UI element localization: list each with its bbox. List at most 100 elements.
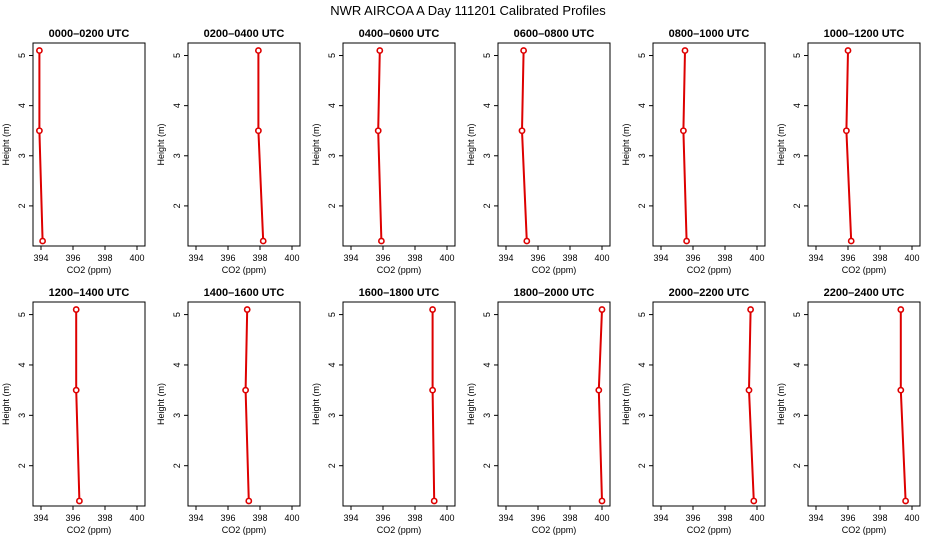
panel-title: 1800–2000 UTC bbox=[514, 287, 595, 299]
x-tick-label: 400 bbox=[904, 513, 919, 523]
x-tick-label: 394 bbox=[653, 253, 668, 263]
y-axis-label: Height (m) bbox=[776, 123, 786, 165]
y-tick-label: 4 bbox=[792, 103, 802, 108]
y-tick-label: 2 bbox=[637, 463, 647, 468]
y-tick-label: 3 bbox=[482, 413, 492, 418]
x-tick-label: 400 bbox=[284, 513, 299, 523]
data-point bbox=[745, 386, 753, 394]
x-tick-label: 396 bbox=[840, 513, 855, 523]
data-point bbox=[376, 47, 384, 54]
data-point bbox=[847, 237, 855, 245]
data-point bbox=[72, 306, 80, 313]
data-point bbox=[595, 386, 603, 394]
x-tick-label: 398 bbox=[872, 513, 887, 523]
panel-11: 2200–2400 UTC 394 396 398 400 2 3 4 5 CO2 (ppm) He… bbox=[776, 287, 921, 535]
data-point bbox=[259, 237, 267, 245]
y-axis-label: Height (m) bbox=[156, 383, 166, 425]
x-tick-label: 400 bbox=[439, 513, 454, 523]
x-tick-label: 400 bbox=[284, 253, 299, 263]
x-tick-label: 396 bbox=[530, 253, 545, 263]
profile-line bbox=[682, 50, 688, 242]
x-tick-label: 400 bbox=[129, 513, 144, 523]
profile-line bbox=[377, 50, 383, 242]
y-tick-label: 5 bbox=[327, 53, 337, 58]
x-tick-label: 398 bbox=[717, 513, 732, 523]
y-tick-label: 3 bbox=[172, 413, 182, 418]
panel-1: 0200–0400 UTC 394 396 398 400 2 3 4 5 CO2 (ppm) He… bbox=[156, 28, 301, 275]
panel-8: 1600–1800 UTC 394 396 398 400 2 3 4 5 CO2 (ppm) He… bbox=[311, 287, 456, 535]
x-axis-label: CO2 (ppm) bbox=[687, 265, 732, 275]
y-tick-label: 2 bbox=[327, 463, 337, 468]
y-tick-label: 3 bbox=[172, 153, 182, 158]
data-point bbox=[36, 127, 43, 135]
profile-line bbox=[431, 309, 436, 502]
y-tick-label: 3 bbox=[482, 153, 492, 158]
x-tick-label: 396 bbox=[685, 253, 700, 263]
data-point bbox=[76, 497, 83, 505]
x-tick-label: 394 bbox=[33, 253, 48, 263]
x-tick-label: 394 bbox=[33, 513, 48, 523]
data-point bbox=[683, 237, 690, 245]
x-tick-label: 396 bbox=[220, 253, 235, 263]
data-point bbox=[245, 497, 253, 505]
y-tick-label: 2 bbox=[327, 203, 337, 208]
x-tick-label: 396 bbox=[65, 513, 80, 523]
y-axis-label: Height (m) bbox=[466, 383, 476, 425]
data-point bbox=[750, 497, 758, 505]
plot-frame bbox=[32, 301, 146, 507]
profile-line bbox=[38, 50, 44, 242]
panel-title: 1600–1800 UTC bbox=[359, 287, 440, 299]
x-tick-label: 400 bbox=[749, 253, 764, 263]
plot-frame bbox=[497, 42, 611, 247]
y-axis-label: Height (m) bbox=[1, 383, 11, 425]
x-tick-label: 398 bbox=[717, 253, 732, 263]
data-point bbox=[902, 497, 909, 505]
data-point bbox=[72, 386, 80, 394]
y-axis-label: Height (m) bbox=[311, 123, 321, 165]
panel-6: 1200–1400 UTC 394 396 398 400 2 3 4 5 CO2 (ppm) He… bbox=[1, 287, 146, 535]
data-point bbox=[598, 497, 606, 505]
plot-frame bbox=[652, 301, 766, 507]
data-point bbox=[254, 127, 262, 135]
x-tick-label: 398 bbox=[252, 513, 267, 523]
y-tick-label: 5 bbox=[327, 312, 337, 317]
y-tick-label: 4 bbox=[637, 103, 647, 108]
data-point bbox=[680, 127, 687, 135]
x-tick-label: 396 bbox=[685, 513, 700, 523]
data-point bbox=[897, 306, 905, 313]
panel-title: 0400–0600 UTC bbox=[359, 28, 440, 40]
data-point bbox=[429, 386, 436, 394]
x-axis-label: CO2 (ppm) bbox=[67, 525, 112, 535]
y-tick-label: 3 bbox=[637, 153, 647, 158]
y-tick-label: 3 bbox=[792, 153, 802, 158]
plot-frame bbox=[807, 42, 921, 247]
x-tick-label: 396 bbox=[530, 513, 545, 523]
data-point bbox=[374, 127, 382, 135]
y-tick-label: 5 bbox=[17, 312, 27, 317]
x-tick-label: 398 bbox=[872, 253, 887, 263]
y-tick-label: 3 bbox=[637, 413, 647, 418]
y-axis-label: Height (m) bbox=[621, 123, 631, 165]
y-tick-label: 2 bbox=[482, 203, 492, 208]
y-tick-label: 3 bbox=[17, 413, 27, 418]
panel-0: 0000–0200 UTC 394 396 398 400 2 3 4 5 CO2 (ppm) He… bbox=[1, 28, 146, 275]
x-tick-label: 400 bbox=[129, 253, 144, 263]
x-tick-label: 394 bbox=[653, 513, 668, 523]
y-tick-label: 5 bbox=[482, 312, 492, 317]
panel-3: 0600–0800 UTC 394 396 398 400 2 3 4 5 CO2 (ppm) He… bbox=[466, 28, 611, 275]
data-point bbox=[747, 306, 754, 313]
y-tick-label: 5 bbox=[172, 312, 182, 317]
x-tick-label: 398 bbox=[562, 513, 577, 523]
profile-line bbox=[899, 309, 907, 502]
data-point bbox=[844, 47, 852, 54]
x-tick-label: 394 bbox=[498, 253, 513, 263]
x-tick-label: 394 bbox=[498, 513, 513, 523]
panel-title: 0800–1000 UTC bbox=[669, 28, 750, 40]
profile-line bbox=[597, 309, 603, 502]
y-axis-label: Height (m) bbox=[1, 123, 11, 165]
x-axis-label: CO2 (ppm) bbox=[532, 525, 577, 535]
y-tick-label: 3 bbox=[327, 413, 337, 418]
y-tick-label: 2 bbox=[637, 203, 647, 208]
x-axis-label: CO2 (ppm) bbox=[377, 525, 422, 535]
y-tick-label: 2 bbox=[172, 463, 182, 468]
